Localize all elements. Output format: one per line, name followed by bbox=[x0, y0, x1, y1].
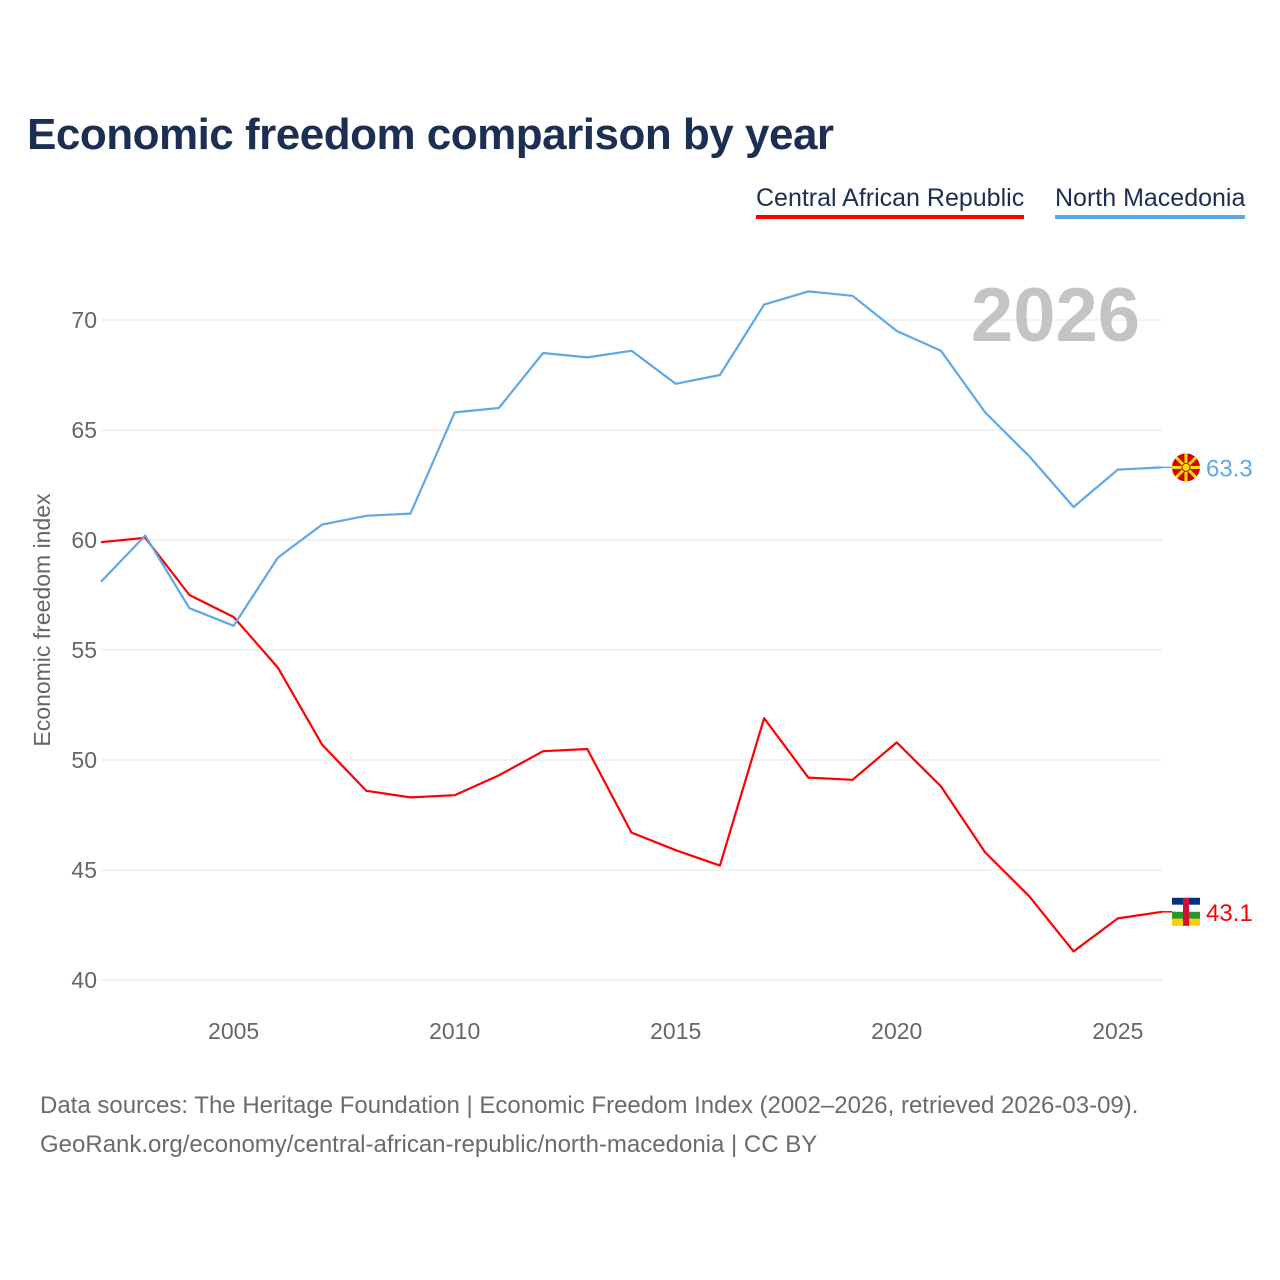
y-tick-label: 45 bbox=[71, 857, 97, 883]
end-value-label: 63.3 bbox=[1206, 455, 1253, 482]
y-axis-label: Economic freedom index bbox=[29, 493, 55, 747]
legend-central-african-republic[interactable]: Central African Republic bbox=[756, 184, 1025, 219]
x-tick-label: 2020 bbox=[871, 1018, 922, 1044]
x-tick-label: 2005 bbox=[208, 1018, 259, 1044]
year-watermark: 2026 bbox=[971, 273, 1140, 358]
end-value-label: 43.1 bbox=[1206, 900, 1253, 927]
flag-band bbox=[1183, 897, 1189, 926]
flag-sun bbox=[1181, 462, 1191, 472]
y-tick-label: 50 bbox=[71, 747, 97, 773]
x-tick-label: 2025 bbox=[1092, 1018, 1143, 1044]
y-tick-label: 60 bbox=[71, 527, 97, 553]
legend-north-macedonia[interactable]: North Macedonia bbox=[1055, 184, 1246, 219]
chart-title: Economic freedom comparison by year bbox=[27, 110, 834, 159]
y-tick-label: 70 bbox=[71, 307, 97, 333]
series-line-central-african-republic bbox=[100, 536, 1163, 953]
source-line-2[interactable]: GeoRank.org/economy/central-african-repu… bbox=[40, 1131, 818, 1158]
y-tick-label: 55 bbox=[71, 637, 97, 663]
x-tick-label: 2010 bbox=[429, 1018, 480, 1044]
source-note: Data sources: The Heritage Foundation | … bbox=[40, 1086, 1138, 1164]
series-line-north-macedonia bbox=[100, 290, 1163, 627]
source-line-1: Data sources: The Heritage Foundation | … bbox=[40, 1092, 1139, 1119]
y-tick-label: 40 bbox=[71, 967, 97, 993]
x-tick-label: 2015 bbox=[650, 1018, 701, 1044]
y-tick-label: 65 bbox=[71, 417, 97, 443]
